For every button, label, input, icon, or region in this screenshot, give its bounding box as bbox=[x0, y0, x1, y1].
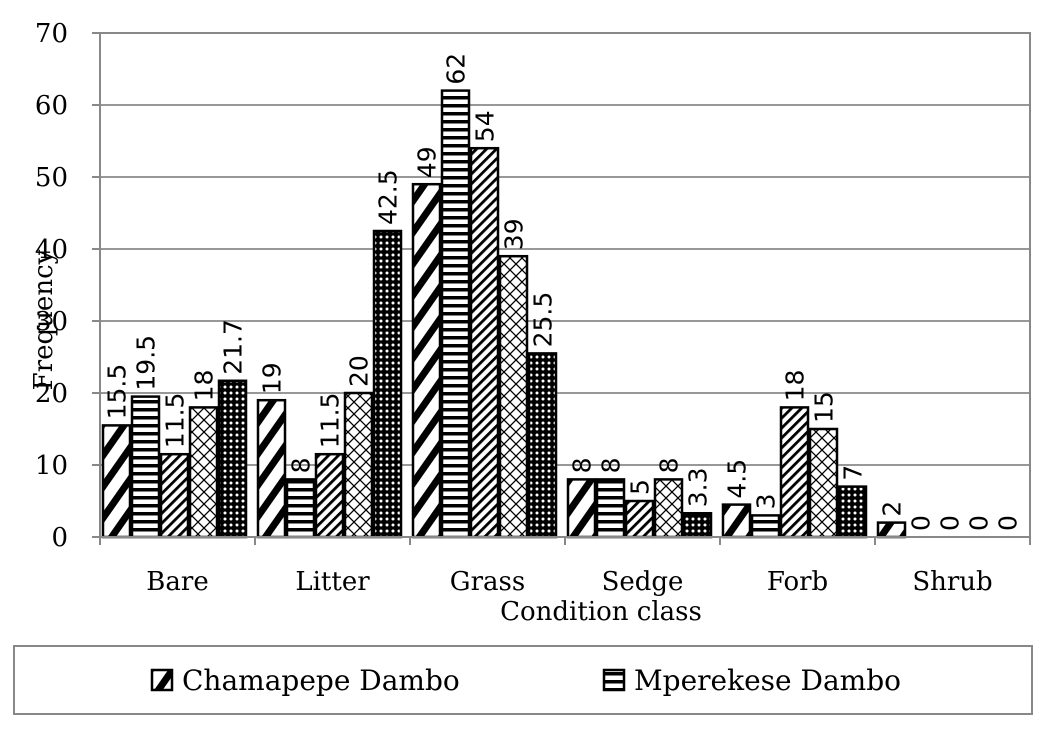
bars bbox=[101, 89, 907, 539]
category-label: Shrub bbox=[912, 567, 992, 597]
y-tick-label: 20 bbox=[35, 379, 68, 409]
category-labels: Bare Litter Grass Sedge Forb Shrub bbox=[146, 567, 992, 597]
legend: Chamapepe Dambo Mperekese Dambo bbox=[13, 645, 1033, 715]
y-tick-label: 70 bbox=[35, 19, 68, 49]
gridlines bbox=[100, 104, 1030, 466]
category-label: Forb bbox=[767, 567, 828, 597]
data-label: 0 bbox=[907, 515, 936, 531]
y-axis-ticks: 0 10 20 30 40 50 60 70 bbox=[35, 19, 100, 553]
bar bbox=[624, 499, 655, 539]
bar bbox=[101, 424, 132, 539]
bar bbox=[285, 478, 316, 539]
bar bbox=[779, 406, 810, 539]
y-tick-label: 50 bbox=[35, 163, 68, 193]
data-label: 62 bbox=[442, 53, 471, 85]
data-label: 21.7 bbox=[219, 319, 248, 375]
category-label: Bare bbox=[146, 567, 208, 597]
data-label: 3.3 bbox=[684, 467, 713, 507]
data-label: 11.5 bbox=[316, 393, 345, 449]
y-tick-label: 40 bbox=[35, 235, 68, 265]
bar bbox=[314, 452, 345, 539]
bar bbox=[498, 254, 529, 539]
bar bbox=[837, 485, 868, 539]
y-axis-title: Frequency bbox=[29, 249, 59, 390]
x-axis-title: Condition class bbox=[500, 597, 702, 627]
bar bbox=[188, 406, 219, 539]
data-label: 8 bbox=[655, 457, 684, 473]
legend-label-chamapepe: Chamapepe Dambo bbox=[182, 664, 460, 697]
y-tick-label: 60 bbox=[35, 91, 68, 121]
legend-swatch-chamapepe bbox=[150, 668, 174, 692]
bar bbox=[566, 478, 597, 539]
category-label: Sedge bbox=[602, 567, 684, 597]
bar bbox=[750, 514, 781, 539]
bar bbox=[808, 427, 839, 539]
data-label: 2 bbox=[878, 501, 907, 517]
data-label: 8 bbox=[597, 457, 626, 473]
data-label: 49 bbox=[413, 146, 442, 178]
data-label: 18 bbox=[190, 370, 219, 402]
y-tick-label: 0 bbox=[51, 523, 68, 553]
y-tick-label: 10 bbox=[35, 451, 68, 481]
data-label: 0 bbox=[965, 515, 994, 531]
data-label: 39 bbox=[500, 218, 529, 250]
data-label: 11.5 bbox=[161, 393, 190, 449]
legend-box bbox=[13, 645, 1033, 715]
bar bbox=[343, 391, 374, 539]
data-label: 0 bbox=[994, 515, 1023, 531]
data-label: 15.5 bbox=[103, 364, 132, 420]
bar bbox=[130, 395, 161, 539]
bar bbox=[595, 478, 626, 539]
data-label: 25.5 bbox=[529, 292, 558, 348]
category-label: Grass bbox=[450, 567, 525, 597]
bar bbox=[653, 478, 684, 539]
data-label: 8 bbox=[568, 457, 597, 473]
data-label: 7 bbox=[839, 465, 868, 481]
legend-label-mperekese: Mperekese Dambo bbox=[634, 664, 901, 697]
data-label: 15 bbox=[810, 391, 839, 423]
bar bbox=[682, 511, 713, 539]
data-label: 42.5 bbox=[374, 169, 403, 225]
category-label: Litter bbox=[295, 567, 370, 597]
bar bbox=[411, 182, 442, 539]
bar bbox=[256, 398, 287, 539]
x-axis-ticks bbox=[99, 537, 1031, 545]
data-labels: 15.519.511.51821.719811.52042.5496254392… bbox=[103, 53, 1023, 531]
bar bbox=[721, 503, 752, 539]
data-label: 19 bbox=[258, 362, 287, 394]
legend-swatch-mperekese bbox=[602, 668, 626, 692]
data-label: 8 bbox=[287, 457, 316, 473]
data-label: 18 bbox=[781, 370, 810, 402]
data-label: 20 bbox=[345, 355, 374, 387]
bar bbox=[217, 379, 248, 539]
y-tick-label: 30 bbox=[35, 307, 68, 337]
data-label: 54 bbox=[471, 110, 500, 142]
bar bbox=[876, 521, 907, 539]
bar bbox=[440, 89, 471, 539]
data-label: 0 bbox=[936, 515, 965, 531]
bar bbox=[527, 352, 558, 539]
data-label: 4.5 bbox=[723, 459, 752, 499]
bar bbox=[469, 146, 500, 539]
bar bbox=[159, 452, 190, 539]
data-label: 3 bbox=[752, 493, 781, 509]
bar bbox=[372, 229, 403, 539]
data-label: 19.5 bbox=[132, 335, 161, 391]
data-label: 5 bbox=[626, 479, 655, 495]
